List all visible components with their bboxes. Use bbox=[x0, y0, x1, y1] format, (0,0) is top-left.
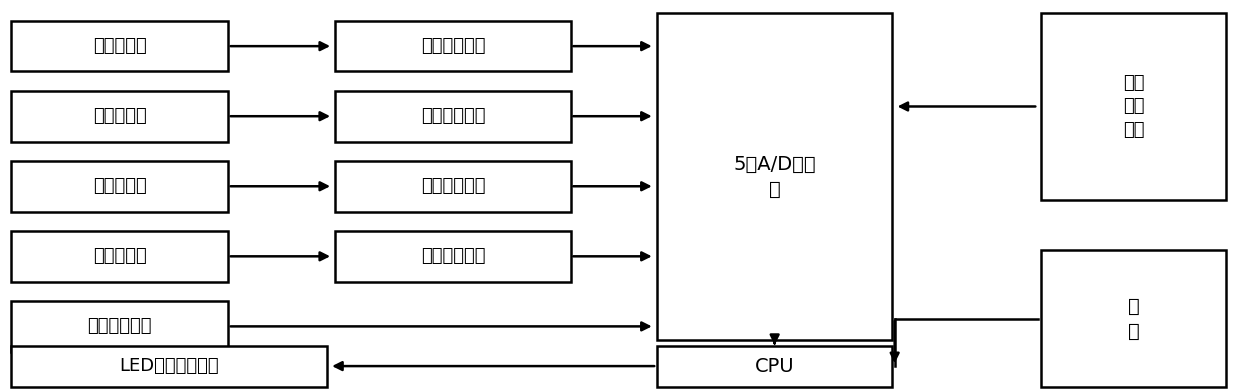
Bar bbox=[11, 231, 228, 281]
Bar bbox=[336, 91, 570, 142]
Bar bbox=[336, 231, 570, 281]
Bar bbox=[336, 21, 570, 71]
Text: LED显示故障距离: LED显示故障距离 bbox=[119, 357, 218, 375]
Text: 声波传感器: 声波传感器 bbox=[93, 177, 146, 195]
Bar bbox=[1040, 250, 1226, 387]
Bar bbox=[11, 21, 228, 71]
Text: 低噪声放大器: 低噪声放大器 bbox=[420, 107, 485, 125]
Bar bbox=[1040, 13, 1226, 200]
Text: 声波传感器: 声波传感器 bbox=[93, 107, 146, 125]
Bar bbox=[11, 161, 228, 212]
Bar bbox=[11, 91, 228, 142]
Text: 直流
稳压
电源: 直流 稳压 电源 bbox=[1122, 74, 1145, 139]
Text: 键
盘: 键 盘 bbox=[1127, 297, 1140, 341]
Text: 低噪声放大器: 低噪声放大器 bbox=[420, 247, 485, 265]
Bar bbox=[657, 346, 893, 387]
Text: 低噪声放大器: 低噪声放大器 bbox=[420, 177, 485, 195]
Text: CPU: CPU bbox=[755, 357, 795, 376]
Bar bbox=[11, 346, 327, 387]
Text: 电磁波接收器: 电磁波接收器 bbox=[87, 318, 151, 336]
Bar bbox=[11, 301, 228, 352]
Text: 声波传感器: 声波传感器 bbox=[93, 247, 146, 265]
Bar bbox=[657, 13, 893, 340]
Text: 声波传感器: 声波传感器 bbox=[93, 37, 146, 55]
Bar bbox=[336, 161, 570, 212]
Text: 5路A/D转换
器: 5路A/D转换 器 bbox=[733, 154, 816, 198]
Text: 低噪声放大器: 低噪声放大器 bbox=[420, 37, 485, 55]
